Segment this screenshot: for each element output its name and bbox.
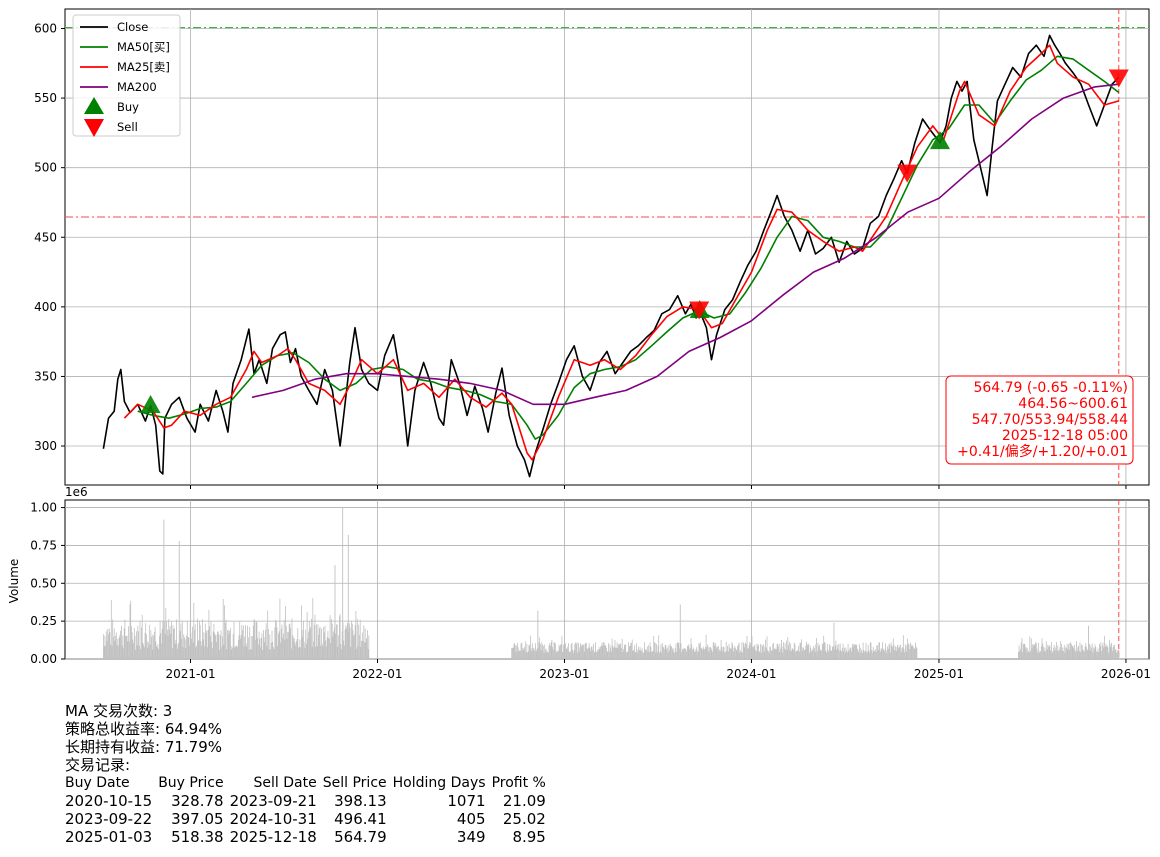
volume-y-axis: 0.00 0.25 0.50 0.75 1.00 <box>30 501 65 666</box>
price-annotation-box: 564.79 (-0.65 -0.11%)464.56~600.61547.70… <box>945 375 1134 465</box>
annotation-frame <box>945 375 1134 465</box>
legend: Close MA50[买] MA25[卖] MA200 Buy Sell <box>72 14 181 137</box>
trade-row: 2023-09-22 397.05 2024-10-31 496.41 405 25.02 <box>65 810 552 828</box>
legend-label: MA50[买] <box>117 40 170 54</box>
trade-cell: 2025-12-18 <box>229 828 317 846</box>
trade-cell: 8.95 <box>512 828 546 846</box>
volume-bars <box>103 507 1120 659</box>
annotation-line: 547.70/553.94/558.44 <box>972 412 1128 428</box>
sell-marker <box>897 164 918 183</box>
sell-marker <box>689 301 710 320</box>
close-line <box>102 34 1120 478</box>
trade-column-header: Sell Price <box>322 775 387 791</box>
volume-panel: 0.000.250.500.751.00 1e6 Volume 2021-01 2… <box>7 485 1151 681</box>
x-tick-label: 2026-01 <box>1101 667 1151 681</box>
price-tick-label: 300 <box>34 439 57 453</box>
trade-cell: 2023-09-21 <box>229 792 317 810</box>
trade-count: MA 交易次数: 3 <box>65 702 173 720</box>
trade-cell: 2025-01-03 <box>65 828 153 846</box>
legend-label: Close <box>117 20 148 34</box>
trade-cell: 349 <box>456 828 486 846</box>
trade-column-header: Holding Days <box>392 775 486 791</box>
volume-tick-label: 0.00 <box>30 652 57 666</box>
legend-label: MA25[卖] <box>117 60 170 74</box>
trade-column-header: Sell Date <box>253 775 317 791</box>
price-tick-label: 450 <box>34 230 57 244</box>
trade-cell: 518.38 <box>171 828 224 846</box>
trade-records-table: Buy Date Buy Price Sell Date Sell Price Hold… <box>65 774 552 846</box>
trade-cell: 21.09 <box>502 792 546 810</box>
buy-marker <box>140 394 161 413</box>
price-tick-label: 550 <box>34 91 57 105</box>
trade-records-label: 交易记录: <box>65 756 131 774</box>
legend-buy-marker <box>84 97 104 114</box>
legend-label: MA200 <box>117 80 157 94</box>
x-tick-label: 2024-01 <box>726 667 776 681</box>
trade-cell: 564.79 <box>334 828 387 846</box>
x-tick-label: 2021-01 <box>165 667 215 681</box>
buy-marker <box>929 131 950 150</box>
legend-box <box>72 14 181 137</box>
price-tick-label: 500 <box>34 161 57 175</box>
price-panel: 300 350 400 450 500 550 600 Close MA50[买] MA25[卖… <box>34 8 1150 489</box>
trade-column-header: Buy Date <box>65 775 130 791</box>
trade-column-header: Profit % <box>491 775 546 791</box>
x-tick-label: 2025-01 <box>914 667 964 681</box>
ma200-line <box>251 83 1119 406</box>
trade-column-header: Buy Price <box>158 775 224 791</box>
price-tick-label: 600 <box>34 21 57 35</box>
trade-cell: 405 <box>456 810 486 828</box>
trade-cell: 1071 <box>447 792 486 810</box>
trade-table-body: 2020-10-15 328.78 2023-09-21 398.13 1071 21.0… <box>65 792 552 846</box>
ma50-line <box>137 55 1120 440</box>
trade-cell: 2024-10-31 <box>229 810 317 828</box>
annotation-line: 464.56~600.61 <box>1018 396 1128 412</box>
trade-cell: 496.41 <box>334 810 387 828</box>
trade-cell: 397.05 <box>171 810 224 828</box>
annotation-line: 564.79 (-0.65 -0.11%) <box>973 380 1128 396</box>
trade-table-header: Buy Date Buy Price Sell Date Sell Price Hold… <box>65 774 552 792</box>
x-tick-label: 2023-01 <box>539 667 589 681</box>
price-tick-label: 350 <box>34 369 57 383</box>
trade-cell: 398.13 <box>334 792 387 810</box>
x-axis: 2021-01 2022-01 2023-01 2024-01 2025-01 2026-… <box>165 659 1151 681</box>
legend-label: Buy <box>117 100 139 114</box>
volume-tick-label: 0.25 <box>30 614 57 628</box>
price-y-axis: 300 350 400 450 500 550 600 <box>34 21 65 453</box>
annotation-line: +0.41/偏多/+1.20/+0.01 <box>957 443 1128 460</box>
trade-markers <box>140 69 1129 413</box>
buy-hold-return: 长期持有收益: 71.79% <box>65 738 223 756</box>
price-series <box>102 34 1120 478</box>
annotation-line: 2025-12-18 05:00 <box>1002 428 1128 444</box>
legend-sell-marker <box>84 119 104 137</box>
volume-axis-label: Volume <box>7 559 21 604</box>
volume-scale-label: 1e6 <box>65 485 88 499</box>
sell-marker <box>1108 69 1129 88</box>
trade-row: 2020-10-15 328.78 2023-09-21 398.13 1071 21.0… <box>65 792 552 810</box>
legend-label: Sell <box>117 120 138 134</box>
trade-cell: 25.02 <box>502 810 546 828</box>
trade-row: 2025-01-03 518.38 2025-12-18 564.79 349 8.95 <box>65 828 552 846</box>
volume-tick-label: 1.00 <box>30 501 57 515</box>
volume-tick-label: 0.50 <box>30 576 57 590</box>
trade-cell: 2023-09-22 <box>65 810 153 828</box>
strategy-summary: MA 交易次数: 3 策略总收益率: 64.94% 长期持有收益: 71.79%… <box>65 702 552 846</box>
trade-cell: 328.78 <box>171 792 224 810</box>
price-tick-label: 400 <box>34 300 57 314</box>
strategy-return: 策略总收益率: 64.94% <box>65 720 223 738</box>
volume-tick-label: 0.75 <box>30 538 57 552</box>
stock-chart: 300 350 400 450 500 550 600 Close MA50[买] MA25[卖… <box>7 8 1151 681</box>
x-tick-label: 2022-01 <box>352 667 402 681</box>
trade-cell: 2020-10-15 <box>65 792 153 810</box>
ma25-line <box>123 44 1120 461</box>
